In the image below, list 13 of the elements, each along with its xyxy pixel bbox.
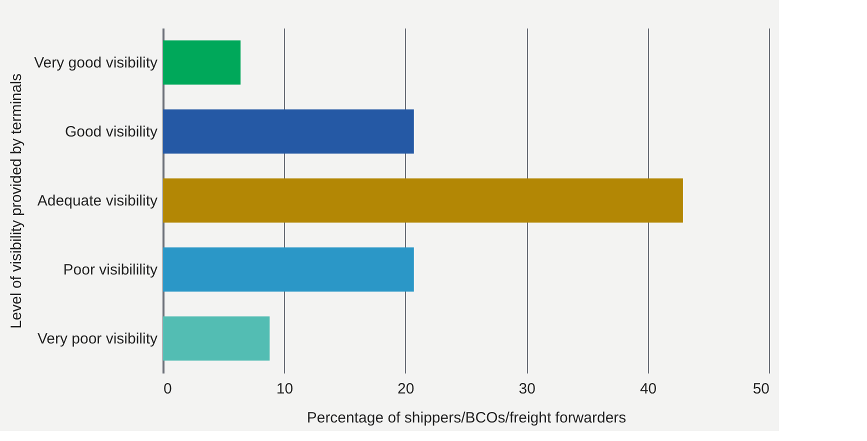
y-tick-label: Very good visibility [34,54,158,72]
y-axis-title: Level of visibility provided by terminals [8,73,26,329]
y-tick-label: Adequate visibility [37,192,158,210]
y-tick-label: Poor visibilility [63,262,158,278]
y-tick-label: Very poor visibility [37,330,158,348]
x-tick-label: 50 [752,380,770,398]
x-axis-title: Percentage of shippers/BCOs/freight forwarders [306,410,626,426]
x-tick-label: 40 [640,380,657,398]
x-tick-label: 10 [276,380,294,398]
x-tick-label: 20 [398,380,414,398]
y-tick-label: Good visibility [64,124,158,140]
x-tick-label: 30 [518,380,536,398]
x-tick-label: 0 [164,380,172,398]
